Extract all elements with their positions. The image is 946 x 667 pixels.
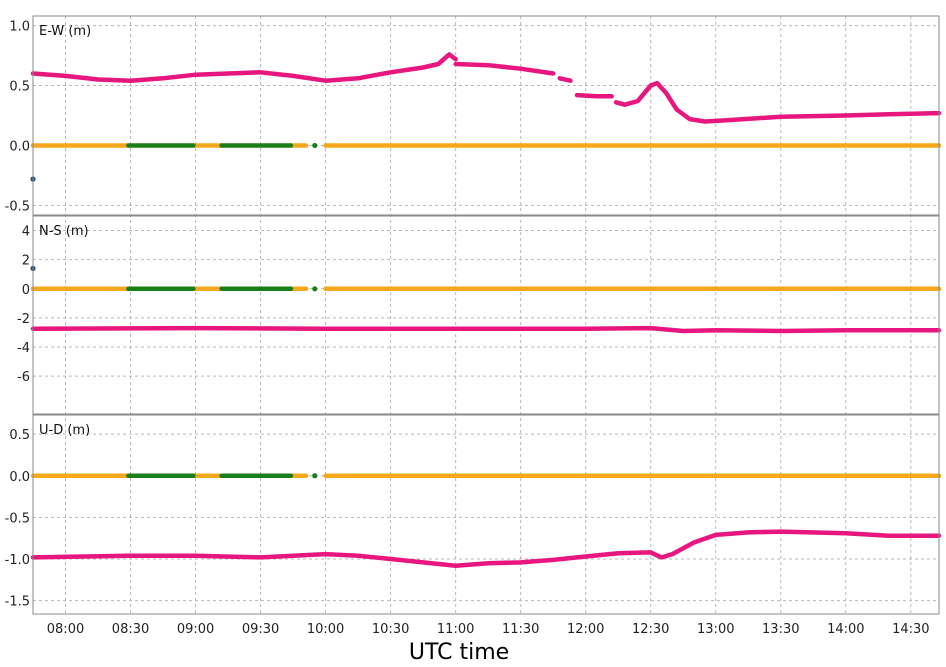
x-tick-label: 12:00 — [567, 622, 604, 637]
x-tick-label: 10:30 — [372, 622, 409, 637]
x-tick-label: 09:00 — [177, 622, 214, 637]
x-tick-label: 14:00 — [827, 622, 864, 637]
frame-layer — [32, 15, 940, 615]
y-tick-label: 0.0 — [9, 470, 30, 485]
x-tick-label: 13:30 — [762, 622, 799, 637]
y-tick-label: -1.0 — [5, 553, 30, 568]
panel-frame — [32, 15, 940, 216]
y-tick-label: -6 — [17, 370, 30, 385]
grid-layer — [33, 16, 939, 614]
pink-series-line — [613, 80, 942, 124]
y-tick-label: 0 — [22, 283, 30, 298]
panel-title: E-W (m) — [39, 24, 91, 39]
label-layer: 08:00 08:30 09:00 09:30 10:00 10:30 11:00 11:30… — [5, 20, 930, 637]
y-tick-label: -4 — [17, 341, 30, 356]
pink-series-line — [453, 61, 556, 76]
green-point — [312, 142, 318, 149]
panel-title: U-D (m) — [39, 423, 90, 438]
x-tick-label: 09:30 — [242, 622, 279, 637]
panel-title: N-S (m) — [39, 224, 89, 239]
x-tick-label: 08:30 — [112, 622, 149, 637]
x-tick-label: 10:00 — [307, 622, 344, 637]
y-tick-label: 4 — [22, 225, 30, 240]
y-tick-label: -0.5 — [5, 511, 30, 526]
y-tick-label: -0.5 — [5, 199, 30, 214]
series-layer — [30, 52, 942, 568]
y-tick-label: 0.0 — [9, 139, 30, 154]
pink-series-line — [30, 52, 458, 83]
y-tick-label: 1.0 — [9, 20, 30, 35]
x-axis-title: UTC time — [409, 640, 509, 665]
pink-series-line — [30, 529, 942, 568]
pink-series-line — [557, 76, 573, 83]
pink-series-line — [30, 325, 942, 334]
x-tick-label: 14:30 — [892, 622, 929, 637]
y-tick-label: -1.5 — [5, 595, 30, 610]
panel-frame — [32, 215, 940, 415]
x-tick-label: 13:00 — [697, 622, 734, 637]
pink-series-line — [574, 92, 614, 99]
x-tick-label: 12:30 — [632, 622, 669, 637]
green-point — [312, 286, 318, 292]
green-point — [312, 473, 318, 479]
x-tick-label: 11:30 — [502, 622, 539, 637]
y-tick-label: 0.5 — [9, 80, 30, 95]
y-tick-label: 0.5 — [9, 428, 30, 443]
x-tick-label: 08:00 — [47, 622, 84, 637]
panel-frame — [32, 414, 940, 615]
x-tick-label: 11:00 — [437, 622, 474, 637]
y-tick-label: -2 — [17, 312, 30, 327]
y-tick-label: 2 — [22, 254, 30, 269]
